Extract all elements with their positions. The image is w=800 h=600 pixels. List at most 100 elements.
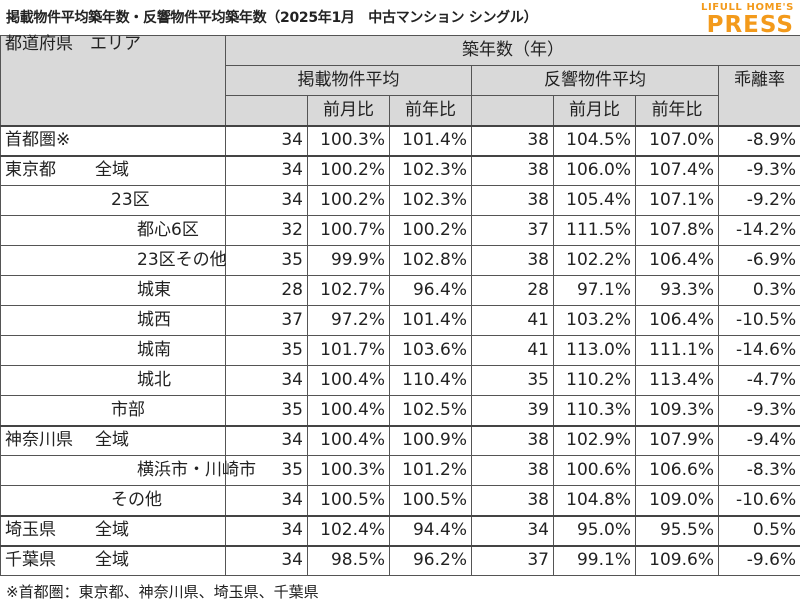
cell-gap: -8.3%: [717, 455, 800, 486]
header-age: 築年数（年）: [224, 35, 800, 66]
cell-area: 23区その他: [90, 245, 227, 276]
cell-pref: 神奈川県: [0, 424, 91, 456]
cell-inquired-value: 41: [471, 305, 554, 336]
cell-pref: [0, 395, 91, 426]
brand-logo-top: LIFULL HOME'S: [701, 2, 794, 13]
cell-inquired-yoy: 113.4%: [635, 365, 719, 396]
cell-inquired-yoy: 95.5%: [635, 514, 719, 546]
cell-gap: -14.2%: [717, 215, 800, 246]
cell-inquired-value: 38: [471, 185, 554, 216]
cell-area: 全域: [90, 424, 226, 456]
cell-listed-mom: 100.2%: [307, 185, 390, 216]
cell-inquired-mom: 102.9%: [553, 424, 636, 456]
brand-logo-main: PRESS: [706, 12, 794, 38]
cell-listed-value: 34: [225, 485, 308, 516]
cell-listed-value: 34: [225, 154, 308, 186]
header-listed-yoy: 前年比: [389, 95, 472, 126]
header-row-3: 前月比 前年比 前月比 前年比: [1, 95, 800, 126]
table-row: 神奈川県 全域 34 100.4% 100.9% 38 102.9% 107.9% -9.4%: [0, 424, 800, 456]
cell-listed-yoy: 96.4%: [389, 275, 472, 306]
cell-pref: [0, 215, 91, 246]
cell-listed-yoy: 103.6%: [389, 335, 472, 366]
cell-inquired-value: 34: [471, 514, 554, 546]
cell-inquired-yoy: 109.6%: [635, 544, 719, 576]
cell-listed-yoy: 96.2%: [389, 544, 472, 576]
table-row: その他 34 100.5% 100.5% 38 104.8% 109.0% -10.6%: [0, 485, 800, 516]
header-listed-mom: 前月比: [307, 95, 390, 126]
cell-inquired-value: 38: [471, 485, 554, 516]
cell-listed-yoy: 102.5%: [389, 395, 472, 426]
chart-title: 掲載物件平均築年数・反響物件平均築年数（2025年1月 中古マンション シングル…: [6, 10, 538, 26]
cell-inquired-value: 35: [471, 365, 554, 396]
cell-inquired-yoy: 109.3%: [635, 395, 719, 426]
cell-inquired-value: 38: [471, 245, 554, 276]
cell-inquired-yoy: 107.9%: [635, 424, 719, 456]
cell-inquired-yoy: 111.1%: [635, 335, 719, 366]
cell-listed-yoy: 101.2%: [389, 455, 472, 486]
cell-listed-value: 34: [225, 365, 308, 396]
table-row: 城西 37 97.2% 101.4% 41 103.2% 106.4% -10.5%: [0, 305, 800, 336]
cell-gap: -9.4%: [717, 424, 800, 456]
table-row: 都心6区 32 100.7% 100.2% 37 111.5% 107.8% -14.2%: [0, 215, 800, 246]
cell-gap: -9.3%: [717, 395, 800, 426]
cell-area: 城南: [90, 335, 226, 366]
cell-area: 全域: [90, 544, 226, 576]
cell-listed-mom: 101.7%: [307, 335, 390, 366]
cell-listed-yoy: 110.4%: [389, 365, 472, 396]
cell-pref: 東京都: [0, 154, 91, 186]
cell-inquired-value: 38: [471, 154, 554, 186]
cell-gap: -9.6%: [717, 544, 800, 576]
cell-area: その他: [90, 485, 226, 516]
cell-inquired-value: 38: [471, 124, 554, 156]
header-inquired-yoy: 前年比: [635, 95, 719, 126]
cell-inquired-yoy: 106.4%: [635, 245, 719, 276]
cell-inquired-mom: 113.0%: [553, 335, 636, 366]
cell-area: 城北: [90, 365, 226, 396]
cell-listed-value: 34: [225, 185, 308, 216]
cell-listed-yoy: 102.8%: [389, 245, 472, 276]
cell-listed-value: 37: [225, 305, 308, 336]
cell-inquired-mom: 111.5%: [553, 215, 636, 246]
cell-pref: [0, 305, 91, 336]
cell-gap: -9.2%: [717, 185, 800, 216]
cell-inquired-value: 28: [471, 275, 554, 306]
cell-inquired-mom: 100.6%: [553, 455, 636, 486]
table-row: 市部 35 100.4% 102.5% 39 110.3% 109.3% -9.3%: [0, 395, 800, 426]
cell-listed-mom: 100.4%: [307, 424, 390, 456]
cell-area: [90, 124, 226, 156]
cell-pref: [0, 335, 91, 366]
table-row: 東京都 全域 34 100.2% 102.3% 38 106.0% 107.4% -9.3%: [0, 154, 800, 186]
table-row: 城南 35 101.7% 103.6% 41 113.0% 111.1% -14.6%: [0, 335, 800, 366]
cell-listed-mom: 100.3%: [307, 455, 390, 486]
header-inquired-value: [471, 95, 554, 126]
cell-listed-mom: 100.4%: [307, 395, 390, 426]
table-row: 埼玉県 全域 34 102.4% 94.4% 34 95.0% 95.5% 0.5%: [0, 514, 800, 546]
cell-inquired-mom: 110.3%: [553, 395, 636, 426]
cell-listed-value: 35: [225, 395, 308, 426]
cell-inquired-value: 41: [471, 335, 554, 366]
cell-area: 城東: [90, 275, 226, 306]
cell-listed-value: 34: [225, 544, 308, 576]
data-table: 都道府県 エリア 築年数（年） 掲載物件平均 反響物件平均 乖離率 前月比 前年…: [0, 35, 800, 576]
cell-gap: 0.3%: [717, 275, 800, 306]
header-inquired: 反響物件平均: [471, 65, 719, 96]
header-region: 都道府県 エリア: [0, 35, 226, 126]
cell-gap: 0.5%: [717, 514, 800, 546]
cell-listed-mom: 100.3%: [307, 124, 390, 156]
cell-inquired-yoy: 107.1%: [635, 185, 719, 216]
cell-pref: 首都圏※: [0, 124, 91, 156]
cell-inquired-value: 38: [471, 455, 554, 486]
cell-area: 23区: [90, 185, 226, 216]
cell-listed-value: 34: [225, 424, 308, 456]
cell-inquired-yoy: 107.8%: [635, 215, 719, 246]
table-row: 23区その他 35 99.9% 102.8% 38 102.2% 106.4% -6.9%: [0, 245, 800, 276]
cell-listed-value: 32: [225, 215, 308, 246]
cell-listed-yoy: 94.4%: [389, 514, 472, 546]
cell-listed-value: 34: [225, 124, 308, 156]
cell-area: 都心6区: [90, 215, 226, 246]
cell-listed-mom: 100.7%: [307, 215, 390, 246]
cell-listed-mom: 100.5%: [307, 485, 390, 516]
cell-inquired-value: 37: [471, 215, 554, 246]
cell-inquired-value: 38: [471, 424, 554, 456]
cell-listed-yoy: 102.3%: [389, 154, 472, 186]
